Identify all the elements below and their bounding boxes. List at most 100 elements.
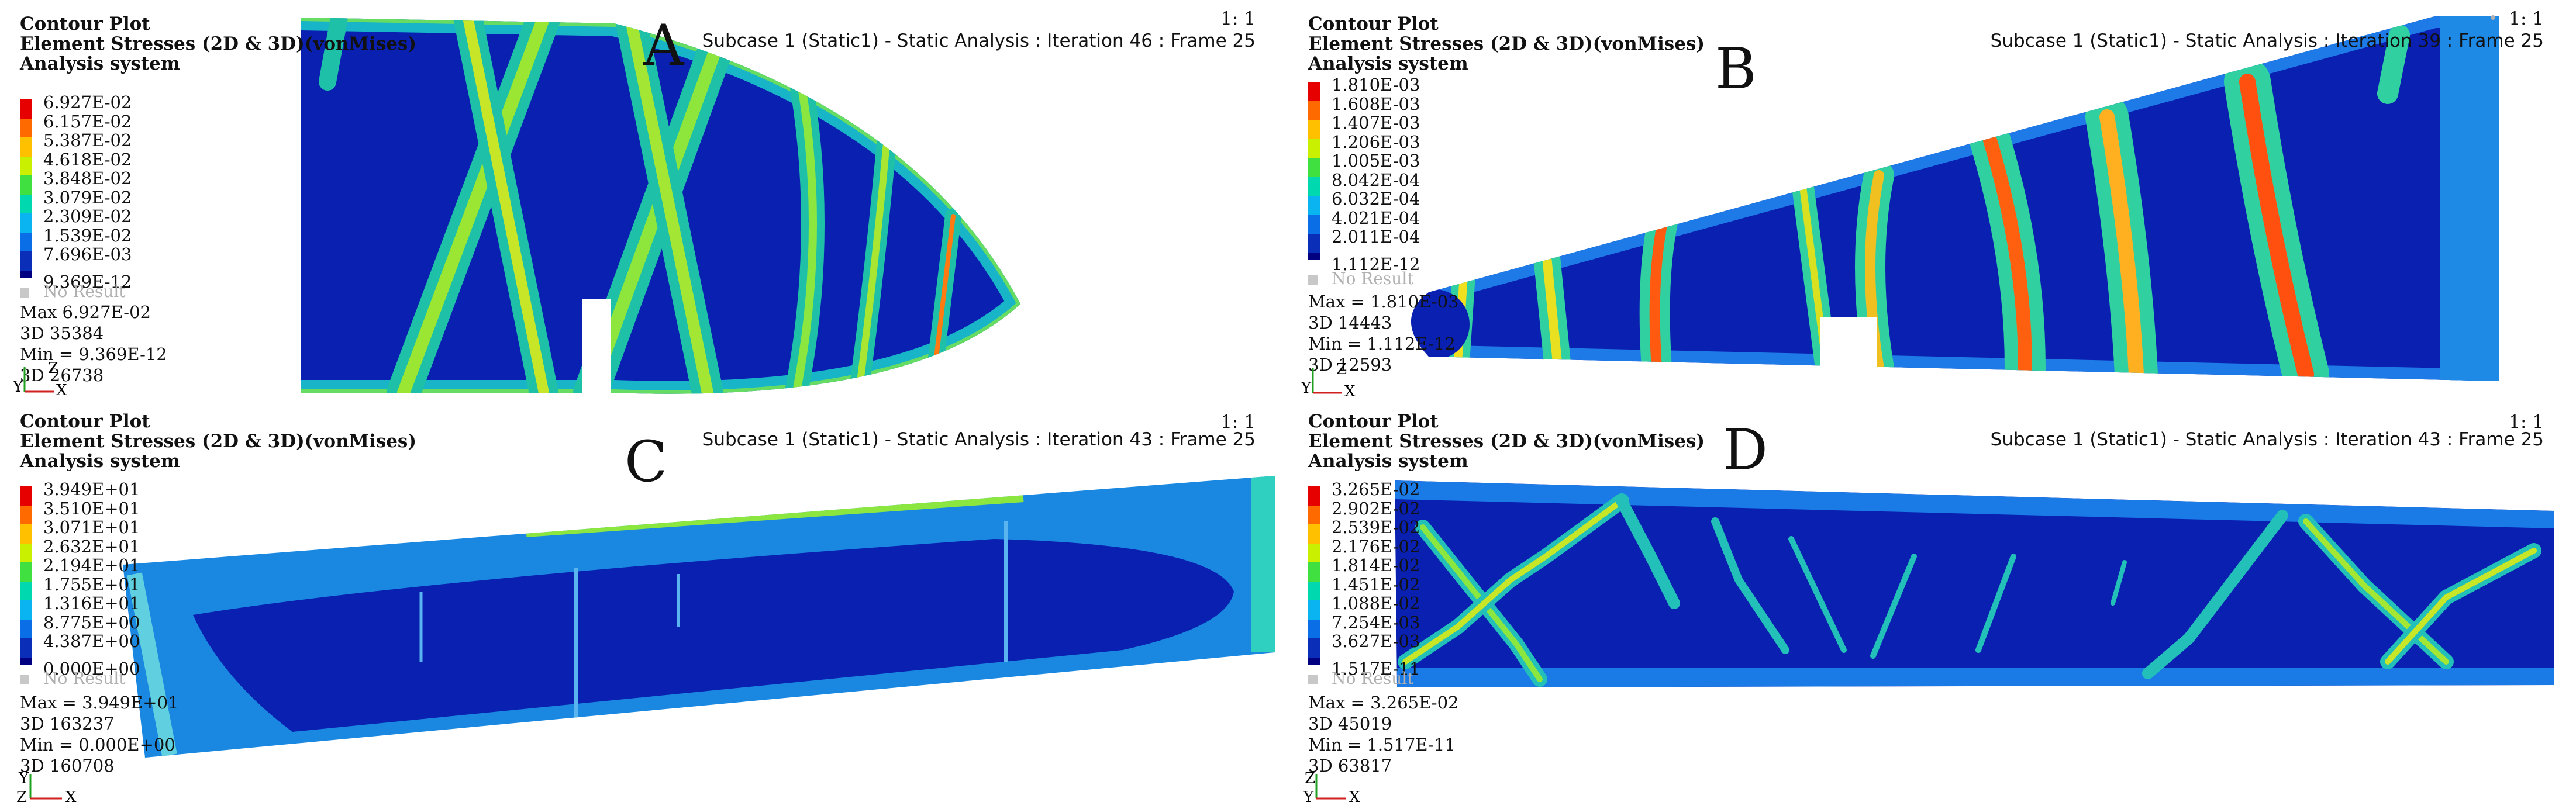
panel-letter: D [1723, 417, 1768, 483]
min-value: Min = 9.369E-12 [20, 344, 167, 364]
legend-value: 1.608E-03 [1332, 94, 1420, 114]
no-result-entry: No Result [20, 669, 126, 688]
axis-x-label: X [56, 382, 67, 396]
header-title: Contour Plot [1308, 13, 1439, 34]
header-result-type: Element Stresses (2D & 3D)(vonMises) [20, 431, 417, 452]
max-value: Max = 3.265E-02 [1308, 693, 1459, 713]
no-result-swatch [1308, 275, 1318, 285]
legend-value: 2.902E-02 [1332, 498, 1420, 518]
legend-value: 3.627E-03 [1332, 631, 1420, 651]
legend-value: 3.949E+01 [43, 479, 140, 499]
max-min-stats: Max 6.927E-02 3D 35384 Min = 9.369E-12 3… [20, 302, 167, 386]
axis-y-label: Y [1303, 789, 1314, 804]
max-value: Max 6.927E-02 [20, 302, 151, 322]
axis-z-label: Z [1305, 770, 1315, 787]
max-min-stats: Max = 3.265E-02 3D 45019 Min = 1.517E-11… [1308, 692, 1459, 776]
legend-value: 7.696E-03 [43, 244, 132, 264]
panel-b: Contour Plot Element Stresses (2D & 3D)(… [1288, 0, 2576, 404]
legend-value: 4.618E-02 [43, 149, 132, 170]
max-element: 3D 35384 [20, 323, 104, 343]
plot-header: Contour Plot Element Stresses (2D & 3D)(… [1308, 14, 1705, 74]
header-system: Analysis system [1308, 53, 1468, 74]
max-min-stats: Max = 3.949E+01 3D 163237 Min = 0.000E+0… [20, 692, 178, 776]
legend-value: 7.254E-03 [1332, 612, 1420, 632]
axis-triad-icon: Y X Z [1303, 770, 1360, 804]
contour-plot-b [1411, 15, 2499, 381]
max-min-stats: Max = 1.810E-03 3D 14443 Min = 1.112E-12… [1308, 291, 1459, 375]
legend-value: 1.088E-02 [1332, 593, 1420, 613]
no-result-entry: No Result [1308, 669, 1414, 688]
legend-value: 2.176E-02 [1332, 536, 1420, 556]
header-system: Analysis system [20, 53, 180, 74]
panel-a: Contour Plot Element Stresses (2D & 3D)(… [0, 0, 1288, 404]
header-system: Analysis system [1308, 451, 1468, 472]
no-result-swatch [20, 288, 29, 298]
header-system: Analysis system [20, 451, 180, 472]
legend-value: 3.848E-02 [43, 168, 132, 188]
no-result-entry: No Result [1308, 269, 1414, 288]
legend-value: 1.005E-03 [1332, 151, 1420, 171]
no-result-label: No Result [43, 669, 126, 688]
subcase-label: Subcase 1 (Static1) - Static Analysis : … [702, 429, 1256, 450]
axis-y-label: Y [13, 378, 23, 396]
panel-letter: C [625, 429, 668, 495]
max-element: 3D 45019 [1308, 714, 1392, 734]
header-title: Contour Plot [20, 13, 150, 34]
axis-z-label: Z [1336, 362, 1347, 378]
legend-value: 1.810E-03 [1332, 75, 1420, 95]
header-result-type: Element Stresses (2D & 3D)(vonMises) [1308, 33, 1705, 54]
legend-value: 8.775E+00 [43, 612, 140, 632]
legend-value: 1.112E-12 [1332, 254, 1420, 274]
legend-value: 4.021E-04 [1332, 208, 1420, 228]
legend-value: 1.407E-03 [1332, 113, 1420, 133]
contour-plot-a [301, 18, 1020, 399]
legend-value: 1.206E-03 [1332, 132, 1420, 152]
plot-header: Contour Plot Element Stresses (2D & 3D)(… [20, 14, 416, 74]
axis-x-label: X [1344, 383, 1356, 397]
legend-value: 6.927E-02 [43, 92, 132, 112]
axis-triad-icon: Y X Z [13, 361, 67, 396]
header-title: Contour Plot [1308, 411, 1439, 432]
legend-value: 3.510E+01 [43, 498, 140, 518]
no-result-swatch [20, 675, 29, 684]
axis-x-label: X [65, 789, 77, 804]
panel-letter: A [643, 13, 684, 78]
scale-ratio: 1: 1 [1220, 412, 1256, 433]
header-result-type: Element Stresses (2D & 3D)(vonMises) [20, 33, 417, 54]
header-result-type: Element Stresses (2D & 3D)(vonMises) [1308, 431, 1705, 452]
contour-plot-c [123, 476, 1275, 758]
max-value: Max = 1.810E-03 [1308, 292, 1459, 312]
axis-z-label: Z [16, 789, 27, 804]
legend-value: 6.157E-02 [43, 111, 132, 132]
legend-value: 3.265E-02 [1332, 479, 1420, 499]
legend-value: 1.755E+01 [43, 574, 140, 594]
axis-z-label: Z [48, 361, 58, 377]
contour-plot-d [1395, 480, 2554, 687]
legend-value: 2.011E-04 [1332, 227, 1420, 247]
min-value: Min = 1.517E-11 [1308, 735, 1456, 755]
subcase-label: Subcase 1 (Static1) - Static Analysis : … [1990, 30, 2544, 51]
legend-value: 1.539E-02 [43, 225, 132, 246]
no-result-label: No Result [1332, 669, 1414, 688]
header-title: Contour Plot [20, 411, 150, 432]
panel-c: Contour Plot Element Stresses (2D & 3D)(… [0, 404, 1288, 809]
legend-value: 8.042E-04 [1332, 170, 1420, 190]
min-value: Min = 1.112E-12 [1308, 334, 1456, 354]
max-element: 3D 163237 [20, 714, 115, 734]
no-result-label: No Result [43, 282, 126, 301]
plot-header: Contour Plot Element Stresses (2D & 3D)(… [20, 412, 416, 471]
legend-value: 1.517E-11 [1332, 658, 1420, 679]
legend-value: 3.071E+01 [43, 517, 140, 537]
min-element: 3D 26738 [20, 365, 104, 385]
legend-value: 5.387E-02 [43, 130, 132, 150]
legend-value: 1.814E-02 [1332, 555, 1420, 575]
subcase-label: Subcase 1 (Static1) - Static Analysis : … [1990, 429, 2544, 450]
axis-triad-icon: Y X Z [16, 770, 77, 804]
legend-value: 2.632E+01 [43, 536, 140, 556]
axis-y-label: Y [18, 770, 29, 787]
min-element: 3D 12593 [1308, 355, 1392, 375]
legend-value: 2.194E+01 [43, 555, 140, 575]
legend-value: 9.369E-12 [43, 271, 132, 292]
legend-value: 3.079E-02 [43, 187, 132, 208]
max-value: Max = 3.949E+01 [20, 693, 179, 713]
